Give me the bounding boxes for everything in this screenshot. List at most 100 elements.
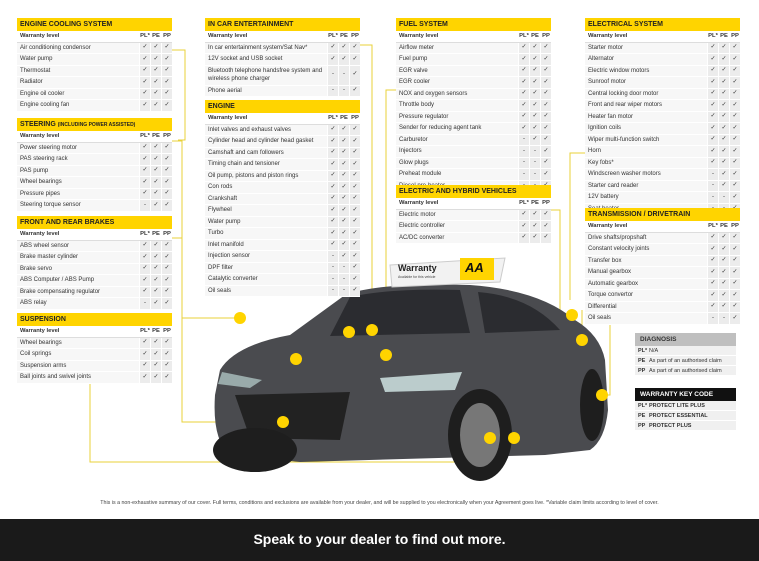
footer-banner: Speak to your dealer to find out more. — [0, 519, 759, 561]
component-name: Electric window motors — [585, 65, 707, 76]
cover-mark: ✓ — [707, 65, 718, 76]
cover-mark: ✓ — [161, 188, 172, 199]
table-row: Camshaft and cam followers ✓ ✓ ✓ — [205, 147, 360, 159]
table-row: Transfer box ✓ ✓ ✓ — [585, 255, 740, 267]
column-header: Warranty level — [585, 221, 707, 232]
cover-mark: ✓ — [327, 42, 338, 53]
warranty-table: Front and rear brakes Warranty level PL* PE… — [17, 216, 172, 310]
table-row: Sunroof motor ✓ ✓ ✓ — [585, 77, 740, 89]
table-row: NOX and oxygen sensors ✓ ✓ ✓ — [396, 88, 551, 100]
table-row: Starter motor ✓ ✓ ✓ — [585, 42, 740, 54]
table-row: Manual gearbox ✓ ✓ ✓ — [585, 267, 740, 279]
component-name: Alternator — [585, 54, 707, 65]
cover-mark: ✓ — [529, 123, 540, 134]
table-row: Electric controller ✓ ✓ ✓ — [396, 221, 551, 233]
column-header: PL* — [707, 31, 718, 42]
cover-mark: ✓ — [161, 372, 172, 383]
component-name: Phone aerial — [205, 85, 327, 96]
component-name: Brake servo — [17, 263, 139, 274]
cover-mark: ✓ — [529, 77, 540, 88]
component-name: Glow plugs — [396, 157, 518, 168]
cover-mark: ✓ — [707, 301, 718, 312]
table-row: Turbo ✓ ✓ ✓ — [205, 228, 360, 240]
cover-mark: ✓ — [729, 65, 740, 76]
cover-mark: ✓ — [161, 286, 172, 297]
cover-mark: - — [139, 298, 150, 309]
column-header: PP — [540, 198, 551, 209]
sign-title: Warranty — [398, 263, 437, 273]
component-name: Wiper multi-function switch — [585, 134, 707, 145]
table-row: Engine oil cooler ✓ ✓ ✓ — [17, 88, 172, 100]
cover-mark: ✓ — [161, 142, 172, 153]
warranty-table: Engine cooling system Warranty level PL* PE… — [17, 18, 172, 112]
cover-mark: ✓ — [161, 100, 172, 111]
cover-mark: ✓ — [161, 154, 172, 165]
column-header: Warranty level — [205, 113, 327, 124]
cover-mark: ✓ — [349, 274, 360, 285]
table-row: PAS pump ✓ ✓ ✓ — [17, 165, 172, 177]
component-name: NOX and oxygen sensors — [396, 88, 518, 99]
component-name: Sender for reducing agent tank — [396, 123, 518, 134]
table-row: EGR cooler ✓ ✓ ✓ — [396, 77, 551, 89]
column-header: Warranty level — [396, 198, 518, 209]
disclaimer: This is a non-exhaustive summary of our … — [100, 500, 659, 506]
cover-mark: ✓ — [707, 54, 718, 65]
cover-mark: ✓ — [729, 54, 740, 65]
table-row: Sender for reducing agent tank ✓ ✓ ✓ — [396, 123, 551, 135]
cover-mark: ✓ — [729, 301, 740, 312]
component-name: Injection sensor — [205, 251, 327, 262]
table-row: Front and rear wiper motors ✓ ✓ ✓ — [585, 100, 740, 112]
sign-subtitle: Available for this vehicle — [398, 275, 436, 279]
cover-mark: ✓ — [349, 65, 360, 85]
cover-mark: ✓ — [529, 65, 540, 76]
cover-mark: - — [529, 157, 540, 168]
warranty-sign — [389, 257, 506, 288]
table-row: Oil pump, pistons and piston rings ✓ ✓ ✓ — [205, 170, 360, 182]
cover-mark: ✓ — [327, 193, 338, 204]
cover-mark: ✓ — [518, 221, 529, 232]
cover-mark: ✓ — [139, 188, 150, 199]
cover-mark: ✓ — [729, 278, 740, 289]
component-name: Ball joints and swivel joints — [17, 372, 139, 383]
component-name: Thermostat — [17, 65, 139, 76]
table-row: Automatic gearbox ✓ ✓ ✓ — [585, 278, 740, 290]
table-row: Key fobs* ✓ ✓ ✓ — [585, 157, 740, 169]
key-row: PL* N/A — [635, 346, 736, 356]
cover-mark: ✓ — [161, 54, 172, 65]
table-title: In car entertainment — [205, 18, 360, 31]
cover-mark: - — [518, 134, 529, 145]
cover-mark: ✓ — [161, 165, 172, 176]
column-header: Warranty level — [585, 31, 707, 42]
table-row: Timing chain and tensioner ✓ ✓ ✓ — [205, 159, 360, 171]
cover-mark: ✓ — [150, 177, 161, 188]
table-title: Suspension — [17, 313, 172, 326]
component-name: In car entertainment system/Sat Nav* — [205, 42, 327, 53]
cover-mark: - — [338, 274, 349, 285]
car-body — [213, 284, 609, 481]
cover-mark: ✓ — [529, 42, 540, 53]
cover-mark: ✓ — [150, 77, 161, 88]
table-title: Front and rear brakes — [17, 216, 172, 229]
cover-mark: ✓ — [139, 360, 150, 371]
cover-mark: ✓ — [729, 192, 740, 203]
cover-mark: ✓ — [540, 65, 551, 76]
column-header: PE — [150, 31, 161, 42]
component-name: Radiator — [17, 77, 139, 88]
cover-mark: ✓ — [729, 123, 740, 134]
cover-mark: - — [707, 169, 718, 180]
component-name: Carburetor — [396, 134, 518, 145]
table-row: Inlet manifold ✓ ✓ ✓ — [205, 239, 360, 251]
table-header-row: Warranty level PL* PE PP — [17, 131, 172, 143]
cover-mark: ✓ — [327, 147, 338, 158]
component-name: Suspension arms — [17, 360, 139, 371]
column-header: PL* — [327, 113, 338, 124]
column-header: Warranty level — [17, 326, 139, 337]
cover-mark: ✓ — [349, 54, 360, 65]
component-name: ABS relay — [17, 298, 139, 309]
table-row: Water pump ✓ ✓ ✓ — [205, 216, 360, 228]
table-title: Engine cooling system — [17, 18, 172, 31]
table-row: Oil seals - - ✓ — [205, 285, 360, 297]
cover-mark: ✓ — [338, 136, 349, 147]
component-name: ABS Computer / ABS Pump — [17, 275, 139, 286]
table-row: Injection sensor - ✓ ✓ — [205, 251, 360, 263]
